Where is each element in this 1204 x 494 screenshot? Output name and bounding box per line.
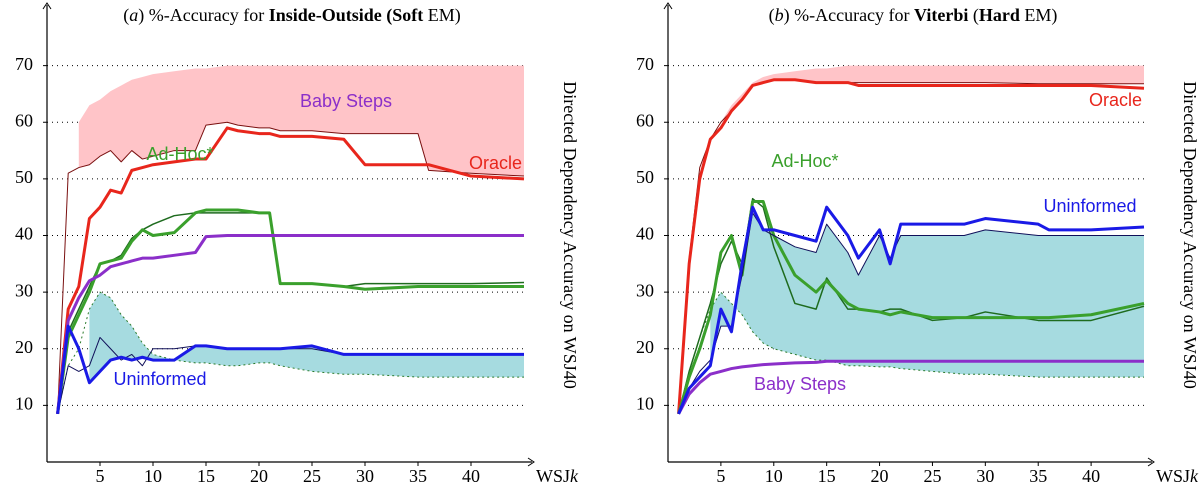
x-tick-label: 5 [96,466,105,486]
panel-title-part: ( [769,5,775,26]
panel-title-part: Viterbi [914,5,968,25]
x-tick-label: 10 [765,466,783,486]
series-line [677,197,1145,415]
y-tick-label: 50 [636,167,654,187]
x-tick-label: 30 [356,466,374,486]
x-tick-label: 10 [144,466,162,486]
x-tick-label: 25 [923,466,941,486]
series-line [677,359,1144,415]
panel-title: (b) %-Accuracy for Viterbi (Hard EM) [769,5,1058,26]
shaded-band [720,65,1144,123]
y-axis-label: Directed Dependency Accuracy on WSJ40 [1180,81,1200,389]
series-label: Ad-Hoc* [771,151,838,171]
x-axis-label: WSJk [536,466,579,486]
series-line [56,234,524,415]
series-line [57,121,525,414]
y-tick-label: 70 [636,54,654,74]
series-line [678,212,1144,415]
panel-title: (a) %-Accuracy for Inside-Outside (Soft … [123,5,460,26]
series-label: Uninformed [1043,196,1136,216]
x-tick-label: 40 [1082,466,1100,486]
y-axis-label: Directed Dependency Accuracy on WSJ40 [560,81,580,389]
x-axis-label-part: k [570,466,579,486]
y-tick-label: 70 [15,54,33,74]
series-label: Oracle [1089,90,1142,110]
series-label: Baby Steps [754,374,846,394]
panel-title-part: a [129,5,138,25]
series-line [677,205,1145,415]
series-line [677,200,1145,415]
panel-title-part: b [775,5,784,25]
series-line [56,324,524,415]
axis-arrow [663,2,1155,467]
x-tick-label: 15 [818,466,836,486]
axis-arrow [42,2,535,467]
series-label: Oracle [469,153,522,173]
panel-title-part: ( [123,5,129,26]
x-tick-label: 35 [1029,466,1047,486]
x-axis-label: WSJk [1156,466,1199,486]
y-tick-label: 20 [15,337,33,357]
series-label: Baby Steps [300,91,392,111]
y-tick-label: 60 [636,110,654,130]
panel-title-part: EM) [1020,5,1058,26]
x-tick-label: 35 [409,466,427,486]
shaded-band [710,212,1144,378]
panel-title-part: ( [382,5,393,26]
y-tick-label: 10 [15,394,33,414]
y-tick-label: 30 [15,280,33,300]
panel-title-part: ( [968,5,979,26]
panel-title-part: ) %-Accuracy for [784,5,914,26]
y-tick-label: 20 [636,337,654,357]
series-line [56,208,524,415]
axis [46,5,532,463]
panel-title-part: Soft [392,5,423,25]
y-tick-label: 40 [15,224,33,244]
x-tick-label: 20 [250,466,268,486]
series-label: Ad-Hoc* [146,144,213,164]
series-line [677,78,1145,414]
axis [667,5,1152,463]
series-label: Uninformed [113,369,206,389]
series-line [57,291,524,414]
x-axis-label-part: WSJ [536,466,570,486]
x-tick-label: 15 [197,466,215,486]
x-tick-label: 40 [462,466,480,486]
shaded-band [78,65,525,177]
x-tick-label: 30 [976,466,994,486]
y-tick-label: 50 [15,167,33,187]
x-tick-label: 5 [716,466,725,486]
panel-title-part: ) %-Accuracy for [138,5,268,26]
x-axis-label-part: k [1190,466,1199,486]
panel-title-part: EM) [423,5,461,26]
x-axis-label-part: WSJ [1156,466,1190,486]
shaded-band [89,292,525,383]
y-tick-label: 30 [636,280,654,300]
x-tick-label: 20 [871,466,889,486]
panel-title-part: Hard [979,5,1020,25]
x-tick-label: 25 [303,466,321,486]
panel-title-part: Inside-Outside [269,5,382,25]
y-tick-label: 40 [636,224,654,244]
y-tick-label: 10 [636,394,654,414]
series-line [56,126,525,415]
y-tick-label: 60 [15,110,33,130]
